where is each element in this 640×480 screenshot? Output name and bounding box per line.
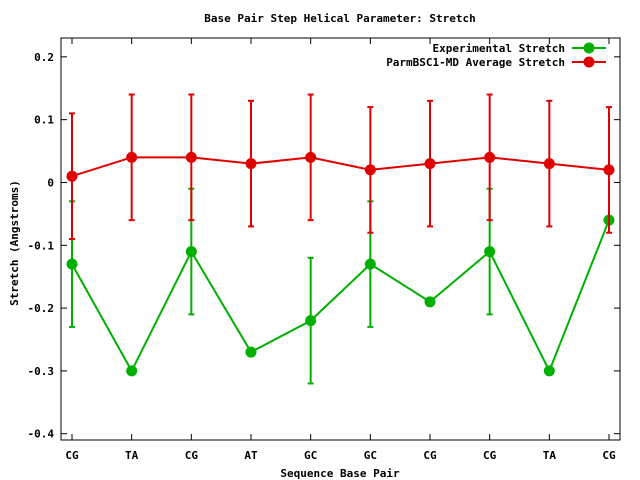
x-axis-label: Sequence Base Pair bbox=[280, 467, 400, 480]
axis-ticks: 0.2 0.1 0 -0.1 -0.2 -0.3 -0.4 CG TA CG AT GC GC CG CG T… bbox=[28, 38, 620, 462]
plot-frame bbox=[60, 37, 621, 441]
x-tick-label: CG bbox=[602, 449, 616, 462]
data-point bbox=[66, 170, 78, 182]
series-line bbox=[71, 156, 610, 178]
x-tick-label: CG bbox=[65, 449, 79, 462]
legend-swatch-point bbox=[583, 42, 595, 54]
data-point bbox=[543, 158, 555, 170]
data-point bbox=[424, 158, 436, 170]
x-tick-label: GC bbox=[364, 449, 377, 462]
y-tick-label: -0.1 bbox=[28, 239, 55, 252]
legend-swatch-point bbox=[583, 56, 595, 68]
y-tick-label: 0.2 bbox=[34, 51, 54, 64]
y-tick-label: 0 bbox=[47, 176, 54, 189]
y-tick-label: -0.2 bbox=[28, 302, 55, 315]
x-tick-label: TA bbox=[543, 449, 557, 462]
data-point bbox=[185, 246, 197, 258]
x-tick-label: TA bbox=[125, 449, 139, 462]
x-tick-label: AT bbox=[244, 449, 258, 462]
series-0 bbox=[66, 187, 615, 385]
data-point bbox=[305, 315, 317, 327]
data-point bbox=[484, 151, 496, 163]
y-axis-label: Stretch (Angstroms) bbox=[8, 180, 21, 306]
data-point bbox=[364, 258, 376, 270]
data-point bbox=[126, 365, 138, 377]
data-point bbox=[305, 151, 317, 163]
data-point bbox=[245, 158, 257, 170]
series-line bbox=[71, 219, 610, 374]
x-tick-label: CG bbox=[483, 449, 497, 462]
data-point bbox=[66, 258, 78, 270]
legend-label: ParmBSC1-MD Average Stretch bbox=[386, 56, 565, 69]
data-point bbox=[185, 151, 197, 163]
data-point bbox=[603, 164, 615, 176]
y-tick-label: -0.4 bbox=[28, 428, 55, 441]
data-point bbox=[424, 296, 436, 308]
series-1 bbox=[66, 93, 615, 240]
y-tick-label: -0.3 bbox=[28, 365, 55, 378]
data-point bbox=[484, 246, 496, 258]
x-tick-label: CG bbox=[185, 449, 199, 462]
data-point bbox=[364, 164, 376, 176]
y-tick-label: 0.1 bbox=[34, 114, 54, 127]
data-point bbox=[245, 346, 257, 358]
legend-label: Experimental Stretch bbox=[433, 42, 565, 55]
x-tick-label: GC bbox=[304, 449, 317, 462]
series-layer bbox=[66, 93, 615, 385]
x-tick-label: CG bbox=[423, 449, 437, 462]
data-point bbox=[543, 365, 555, 377]
data-point bbox=[126, 151, 138, 163]
chart-title: Base Pair Step Helical Parameter: Stretc… bbox=[204, 12, 476, 25]
